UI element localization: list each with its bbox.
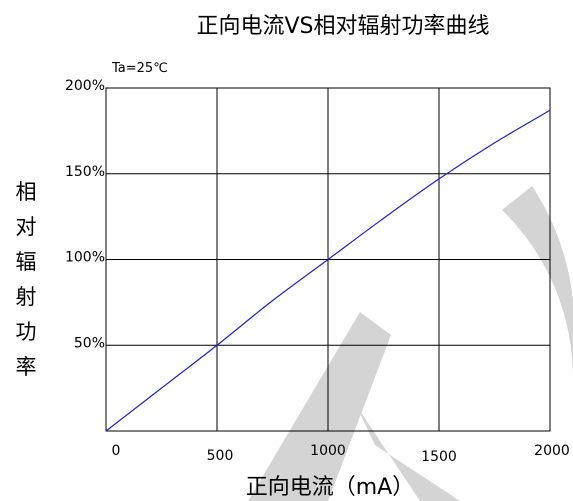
y-tick-label: 50% [74,335,105,351]
y-axis-label-char: 功 [16,320,37,344]
chart-title: 正向电流VS相对辐射功率曲线 [196,14,489,39]
x-tick-label: 1500 [421,449,457,465]
series-layer [105,109,551,432]
y-tick-labels: 50% 100% 150% 200% [65,78,105,351]
y-tick-label: 150% [65,164,105,180]
y-axis-label-char: 相 [16,180,37,204]
watermark-stroke-left [248,312,391,501]
watermark-arc [502,186,573,380]
y-axis-label: 相对辐射功率 [16,180,37,379]
watermark [248,186,573,501]
x-tick-label: 0 [112,443,121,459]
condition-label: Ta=25℃ [111,61,168,76]
y-axis-label-char: 射 [16,285,37,309]
x-axis-label: 正向电流（mA） [246,475,414,500]
x-tick-labels: 0 500 1000 1500 2000 [112,443,570,465]
y-tick-label: 200% [65,78,105,94]
x-tick-label: 2000 [534,443,570,459]
y-axis-label-char: 率 [16,355,37,379]
x-tick-label: 500 [207,448,234,464]
y-axis-label-char: 辐 [16,250,37,274]
watermark-stroke-right [356,405,460,501]
x-tick-label: 1000 [310,443,346,459]
y-axis-label-char: 对 [16,215,37,239]
y-tick-label: 100% [65,250,105,266]
series-line-0 [105,109,551,432]
